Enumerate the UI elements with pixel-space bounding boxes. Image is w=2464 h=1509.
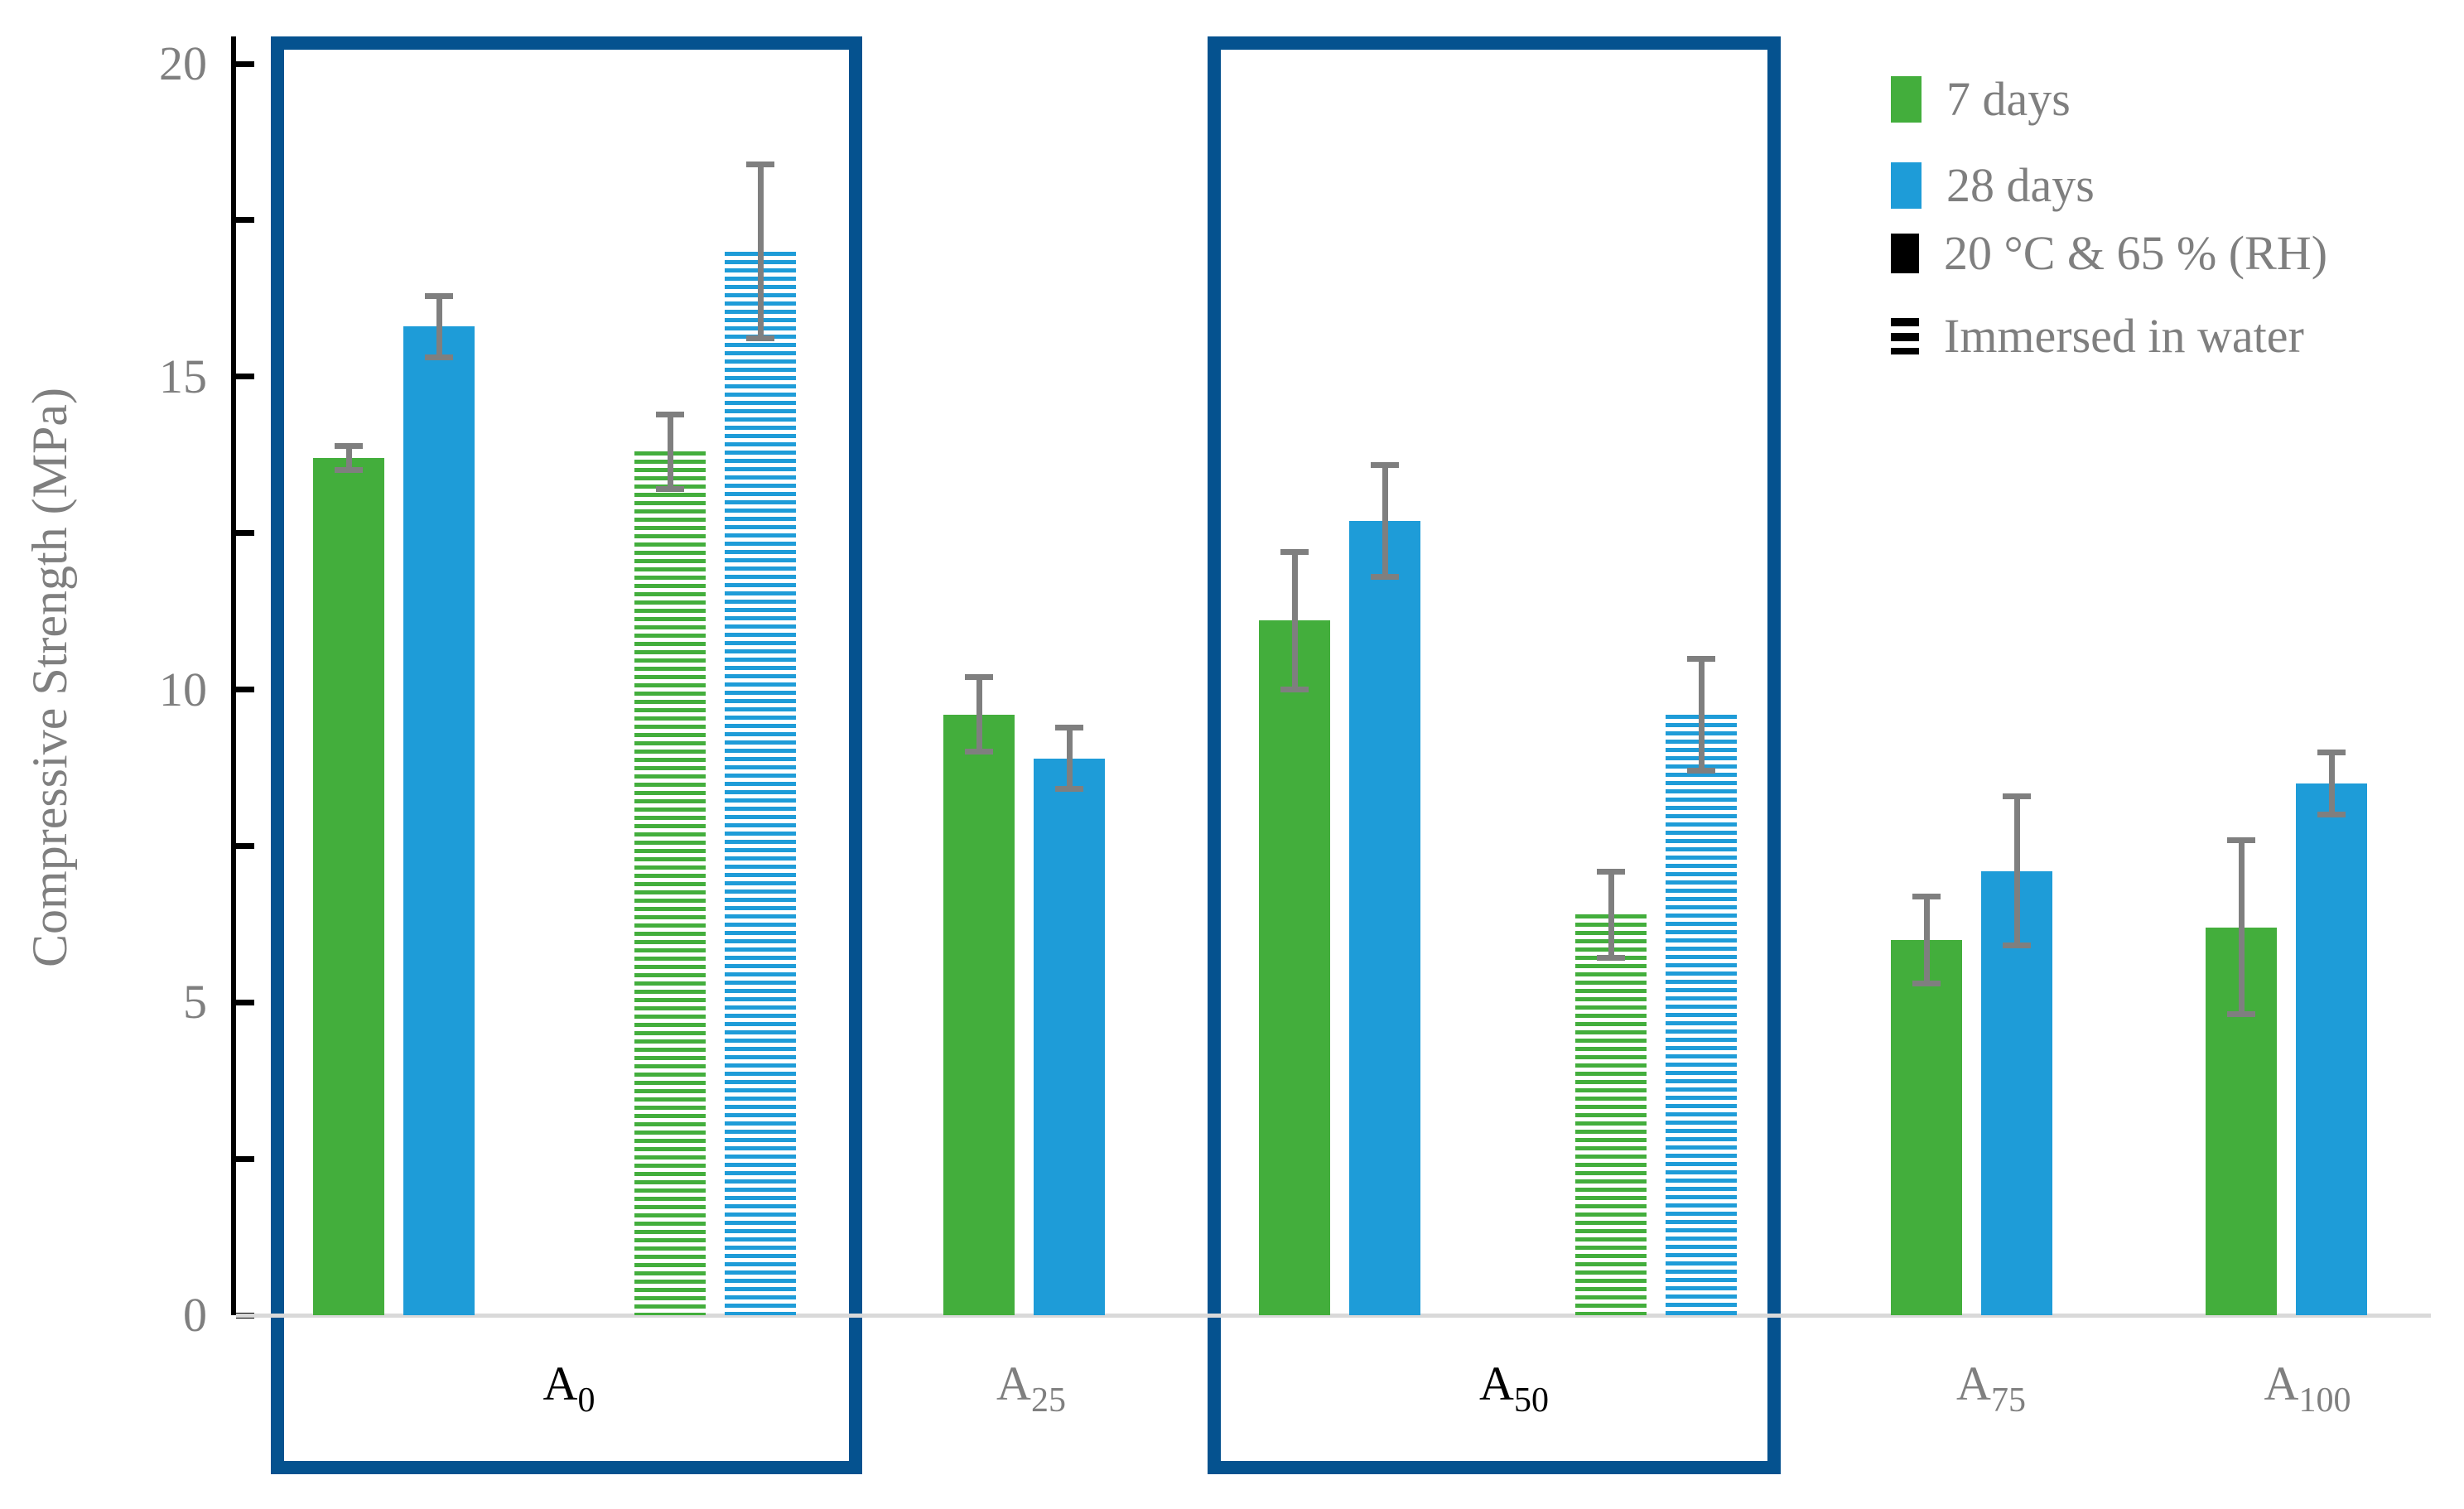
y-tick — [236, 60, 254, 67]
error-bar-cap-bottom — [335, 467, 363, 474]
error-bar-cap-bottom — [1912, 980, 1941, 986]
x-category-label: A0 — [542, 1357, 596, 1420]
legend-item: 28 days — [1891, 156, 2095, 215]
legend-item: 7 days — [1891, 70, 2071, 129]
highlight-box — [1208, 36, 1781, 1474]
bar — [2296, 783, 2367, 1315]
error-bar-cap-bottom — [746, 335, 774, 342]
legend-label: 28 days — [1946, 158, 2095, 212]
error-bar-cap-top — [1280, 549, 1309, 556]
y-tick — [236, 530, 254, 537]
legend-item: Immersed in water — [1891, 306, 2304, 366]
y-tick — [236, 999, 254, 1005]
x-category-label: A75 — [1956, 1357, 2026, 1420]
error-bar-cap-top — [656, 412, 684, 418]
error-bar-cap-top — [1597, 868, 1625, 875]
error-bar-cap-bottom — [1055, 786, 1083, 793]
error-bar-line — [2328, 752, 2335, 815]
error-bar-cap-top — [1687, 655, 1715, 662]
error-bar-cap-bottom — [2003, 943, 2031, 949]
bar — [1259, 620, 1330, 1315]
legend-swatch-icon — [1891, 162, 1922, 209]
legend: 7 days 28 days 20 °C & 65 % (RH) Immersed i… — [1891, 0, 2462, 381]
bar — [1666, 715, 1737, 1315]
error-bar-line — [757, 163, 764, 340]
bar — [1349, 521, 1420, 1315]
error-bar-line — [667, 414, 673, 489]
error-bar-line — [1608, 870, 1614, 959]
x-baseline — [236, 1314, 2431, 1318]
error-bar-cap-top — [746, 161, 774, 167]
error-bar-cap-bottom — [1280, 686, 1309, 692]
error-bar-cap-bottom — [1687, 767, 1715, 774]
error-bar-cap-top — [335, 442, 363, 449]
error-bar-line — [2238, 839, 2245, 1015]
y-axis-line — [231, 36, 236, 1315]
bar — [634, 451, 706, 1315]
bar — [1575, 914, 1647, 1315]
y-tick-label: 5 — [183, 975, 207, 1029]
error-bar-line — [1381, 464, 1388, 577]
error-bar-line — [1698, 658, 1705, 771]
error-bar-cap-top — [1371, 461, 1399, 468]
error-bar-cap-bottom — [1597, 955, 1625, 962]
bar — [313, 458, 384, 1315]
error-bar-line — [976, 677, 982, 753]
y-tick-label: 15 — [159, 349, 207, 403]
error-bar-line — [1066, 726, 1073, 790]
bar — [403, 326, 475, 1315]
legend-label: 20 °C & 65 % (RH) — [1944, 226, 2328, 280]
bar — [1891, 940, 1962, 1315]
error-bar-line — [2013, 795, 2020, 947]
error-bar-cap-bottom — [965, 749, 993, 755]
error-bar-cap-top — [2227, 836, 2255, 843]
y-tick — [236, 842, 254, 849]
y-tick-label: 0 — [183, 1288, 207, 1342]
x-category-label: A25 — [996, 1357, 1066, 1420]
legend-swatch-icon — [1891, 76, 1922, 123]
y-tick — [236, 374, 254, 380]
x-category-label: A100 — [2264, 1357, 2351, 1420]
error-bar-line — [436, 295, 442, 359]
legend-item: 20 °C & 65 % (RH) — [1891, 224, 2327, 283]
error-bar-line — [345, 445, 352, 471]
error-bar-cap-top — [1912, 893, 1941, 899]
y-tick — [236, 1155, 254, 1162]
bar — [1034, 759, 1105, 1315]
highlight-box — [271, 36, 862, 1474]
error-bar-cap-top — [1055, 724, 1083, 730]
error-bar-cap-top — [2003, 793, 2031, 799]
error-bar-cap-top — [2317, 750, 2346, 756]
error-bar-cap-top — [425, 292, 453, 299]
error-bar-line — [1923, 895, 1930, 984]
legend-label: Immersed in water — [1944, 309, 2304, 363]
y-tick — [236, 217, 254, 224]
error-bar-cap-bottom — [2227, 1011, 2255, 1018]
y-tick-label: 20 — [159, 36, 207, 90]
legend-label: 7 days — [1946, 72, 2071, 126]
legend-swatch-icon — [1891, 234, 1919, 273]
bar — [725, 252, 796, 1315]
error-bar-line — [1291, 552, 1298, 690]
x-category-label: A50 — [1479, 1357, 1549, 1420]
y-tick — [236, 687, 254, 692]
error-bar-cap-top — [965, 674, 993, 681]
error-bar-cap-bottom — [1371, 573, 1399, 580]
legend-swatch-icon — [1891, 318, 1919, 354]
error-bar-cap-bottom — [425, 354, 453, 361]
y-tick-label: 10 — [159, 662, 207, 716]
bar — [943, 715, 1015, 1315]
error-bar-cap-bottom — [656, 485, 684, 492]
error-bar-cap-bottom — [2317, 811, 2346, 817]
